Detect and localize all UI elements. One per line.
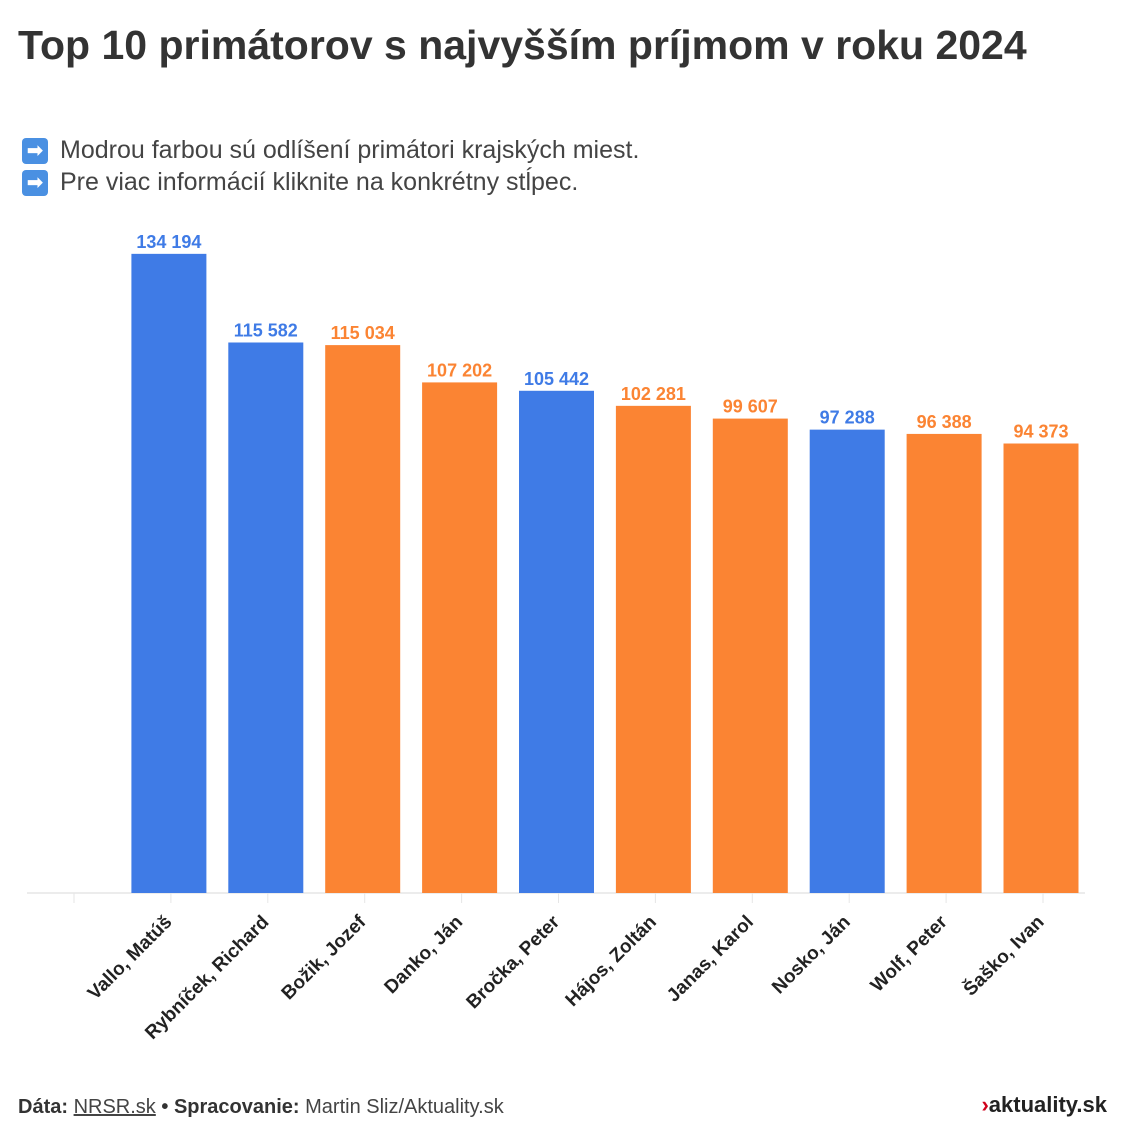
- bar[interactable]: [228, 342, 304, 893]
- x-tick-label: Vallo, Matúš: [84, 912, 176, 1004]
- processing-value: Martin Sliz/Aktuality.sk: [305, 1096, 504, 1118]
- data-label: 94 373: [1013, 422, 1068, 442]
- x-tick-label: Wolf, Peter: [867, 911, 952, 996]
- bar[interactable]: [325, 345, 401, 894]
- bar[interactable]: [131, 253, 207, 894]
- data-label: 115 582: [234, 320, 298, 340]
- bar[interactable]: [906, 433, 982, 893]
- note-2: ➡ Pre viac informácií kliknite na konkré…: [22, 168, 578, 197]
- arrow-right-icon: ➡: [22, 137, 48, 164]
- data-label: 99 607: [723, 397, 778, 417]
- bar[interactable]: [422, 382, 498, 893]
- note-1: ➡ Modrou farbou sú odlíšení primátori kr…: [22, 136, 639, 165]
- data-source-link[interactable]: NRSR.sk: [73, 1096, 156, 1118]
- data-label: 97 288: [820, 408, 875, 428]
- data-label: 102 281: [621, 384, 686, 404]
- data-label: Dáta:: [18, 1096, 69, 1118]
- data-label: 96 388: [917, 412, 972, 432]
- bar[interactable]: [712, 418, 788, 893]
- x-tick-label: Hájos, Zoltán: [562, 912, 661, 1011]
- bar[interactable]: [615, 405, 691, 893]
- logo-chevron-icon: ›: [981, 1092, 989, 1117]
- x-tick-label: Janas, Karol: [663, 912, 758, 1007]
- note-text: Modrou farbou sú odlíšení primátori kraj…: [60, 136, 640, 164]
- logo-text: aktuality.sk: [988, 1092, 1107, 1117]
- bar[interactable]: [519, 390, 594, 893]
- note-text: Pre viac informácií kliknite na konkrétn…: [60, 168, 579, 196]
- x-tick-label: Danko, Ján: [381, 912, 468, 999]
- data-label: 107 202: [427, 360, 492, 380]
- data-label: 134 194: [136, 232, 201, 252]
- bar[interactable]: [809, 429, 885, 893]
- x-tick-label: Šaško, Ivan: [959, 911, 1048, 1000]
- arrow-right-icon: ➡: [22, 169, 48, 196]
- x-tick-label: Božik, Jozef: [278, 911, 371, 1004]
- bar[interactable]: [1003, 443, 1079, 893]
- aktuality-logo[interactable]: ›aktuality.sk: [981, 1092, 1107, 1118]
- separator: •: [161, 1096, 169, 1118]
- chart-title: Top 10 primátorov s najvyšším príjmom v …: [18, 22, 1027, 68]
- footer: Dáta: NRSR.sk • Spracovanie: Martin Sliz…: [18, 1096, 504, 1119]
- x-tick-label: Bročka, Peter: [463, 911, 565, 1013]
- data-label: 115 034: [331, 323, 395, 343]
- x-tick-label: Nosko, Ján: [768, 912, 855, 999]
- data-label: 105 442: [524, 369, 589, 389]
- processing-label: Spracovanie:: [173, 1096, 300, 1118]
